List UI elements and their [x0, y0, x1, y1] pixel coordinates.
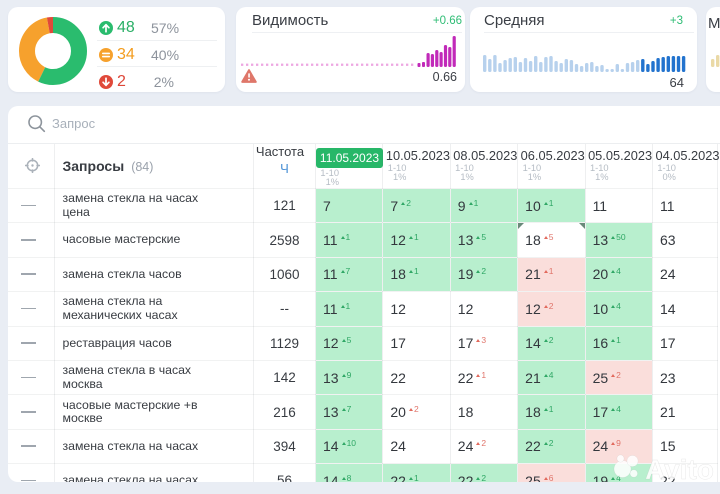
svg-text:Avito: Avito [645, 454, 714, 484]
